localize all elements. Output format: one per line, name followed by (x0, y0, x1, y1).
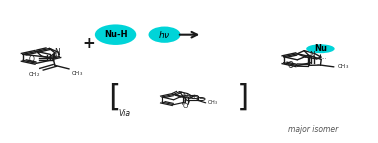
Text: Nu: Nu (314, 44, 327, 53)
Text: ···: ··· (321, 56, 326, 61)
Text: O: O (287, 61, 293, 70)
Ellipse shape (95, 24, 136, 45)
Text: ···: ··· (316, 62, 321, 67)
Text: O: O (183, 103, 188, 109)
Text: $\mathdefault{CH_3}$: $\mathdefault{CH_3}$ (207, 98, 218, 107)
Ellipse shape (306, 44, 335, 53)
Text: +: + (83, 36, 96, 51)
Text: $\mathdefault{CH_3}$: $\mathdefault{CH_3}$ (337, 62, 349, 71)
Text: $\mathdefault{CH_2}$: $\mathdefault{CH_2}$ (28, 70, 40, 79)
Text: Via: Via (118, 110, 130, 119)
Text: O: O (29, 55, 35, 64)
Text: N: N (183, 93, 188, 99)
Text: $h\nu$: $h\nu$ (158, 29, 171, 40)
Text: [: [ (104, 83, 123, 112)
Text: +: + (192, 94, 197, 99)
Text: ···: ··· (316, 55, 322, 60)
Text: N: N (54, 48, 60, 57)
Ellipse shape (149, 27, 181, 43)
Text: major isomer: major isomer (288, 125, 338, 134)
Text: N: N (309, 51, 314, 60)
Text: Nu-H: Nu-H (104, 30, 127, 39)
Text: ]: ] (234, 83, 253, 112)
Text: −: − (198, 96, 204, 102)
Text: $\mathdefault{CH_3}$: $\mathdefault{CH_3}$ (71, 69, 83, 78)
